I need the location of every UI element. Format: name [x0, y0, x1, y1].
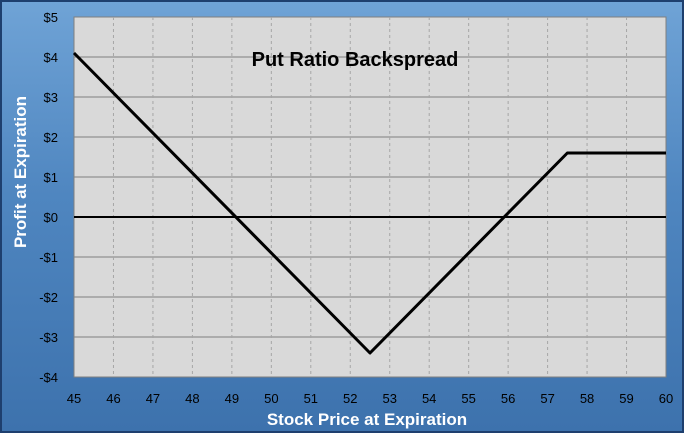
x-tick-label: 45 — [67, 391, 81, 406]
x-tick-label: 49 — [225, 391, 239, 406]
y-tick-label: $4 — [44, 50, 58, 65]
y-tick-label: $5 — [44, 10, 58, 25]
y-tick-label: $2 — [44, 130, 58, 145]
y-tick-label: $3 — [44, 90, 58, 105]
x-tick-label: 51 — [304, 391, 318, 406]
y-axis-ticks: $5 $4 $3 $2 $1 $0 -$1 -$2 -$3 -$4 — [39, 10, 58, 385]
x-tick-label: 50 — [264, 391, 278, 406]
series-group — [72, 51, 666, 355]
x-tick-label: 46 — [106, 391, 120, 406]
x-tick-label: 54 — [422, 391, 436, 406]
y-tick-label: $1 — [44, 170, 58, 185]
plot-area — [73, 16, 667, 378]
x-tick-label: 59 — [619, 391, 633, 406]
x-tick-label: 55 — [461, 391, 475, 406]
x-tick-label: 57 — [540, 391, 554, 406]
y-tick-label: $0 — [44, 210, 58, 225]
x-tick-label: 48 — [185, 391, 199, 406]
x-tick-label: 52 — [343, 391, 357, 406]
x-tick-label: 60 — [659, 391, 673, 406]
y-tick-label: -$2 — [39, 290, 58, 305]
chart-title: Put Ratio Backspread — [252, 49, 459, 71]
y-tick-label: -$1 — [39, 250, 58, 265]
x-tick-label: 47 — [146, 391, 160, 406]
grid-lines — [74, 16, 666, 378]
y-tick-label: -$3 — [39, 330, 58, 345]
y-tick-label: -$4 — [39, 370, 58, 385]
y-axis-title: Profit at Expiration — [11, 96, 30, 248]
x-axis-ticks: 45 46 47 48 49 50 51 52 53 54 55 56 57 58 59 60 — [67, 391, 673, 406]
x-tick-label: 53 — [382, 391, 396, 406]
x-tick-label: 56 — [501, 391, 515, 406]
x-axis-title: Stock Price at Expiration — [267, 410, 467, 429]
payoff-line — [72, 51, 666, 355]
x-tick-label: 58 — [580, 391, 594, 406]
